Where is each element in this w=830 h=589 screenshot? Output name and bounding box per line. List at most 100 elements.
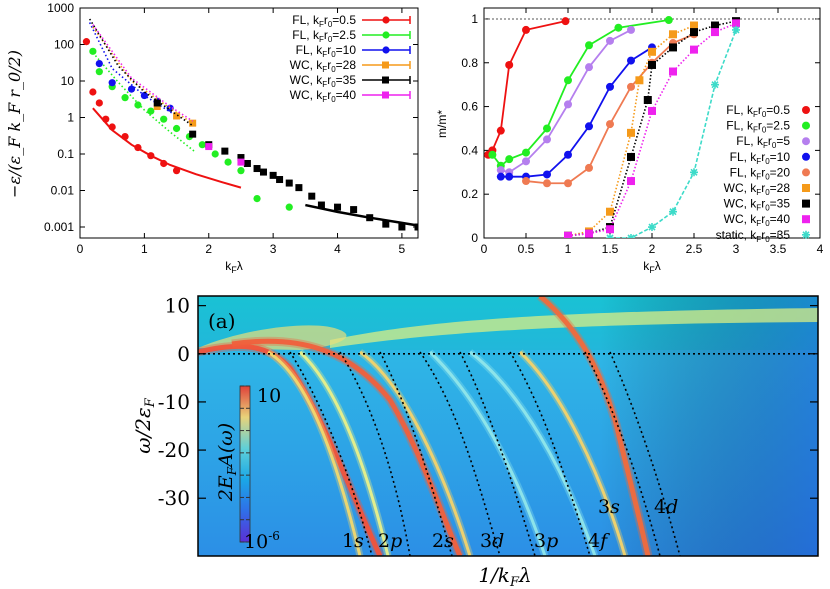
y-tick-label: 1 <box>67 111 74 125</box>
data-point <box>95 68 103 76</box>
x-tick-label: 1 <box>141 242 148 256</box>
data-point <box>627 177 635 186</box>
data-point <box>564 231 572 238</box>
data-point <box>147 152 155 160</box>
x-tick-label: 2 <box>205 242 212 256</box>
data-point <box>285 203 293 211</box>
data-point <box>253 195 261 203</box>
orbital-label: 2s <box>432 530 454 552</box>
data-point <box>505 60 514 69</box>
legend-label: WC, kFr0=40 <box>290 88 357 104</box>
data-point <box>172 167 181 175</box>
x-tick-label: 5 <box>399 242 406 256</box>
data-point <box>585 122 593 131</box>
data-point <box>317 201 325 209</box>
data-point <box>398 223 406 231</box>
heatmap-frame <box>197 295 819 557</box>
panel-b-legend: FL, kFr0=0.5FL, kFr0=2.5FL, kFr0=5FL, kF… <box>716 103 810 244</box>
data-point <box>627 56 635 65</box>
data-point <box>564 100 572 109</box>
data-point <box>259 168 267 176</box>
data-point <box>496 126 505 135</box>
dotted-curve <box>584 351 661 556</box>
data-point <box>95 99 103 107</box>
legend-label: FL, kFr0=20 <box>730 165 791 181</box>
panel-a-plot-area <box>82 18 418 231</box>
data-point <box>669 30 677 39</box>
x-tick-label: 2 <box>649 242 656 256</box>
data-point <box>382 220 390 228</box>
panel-a-ticks: 0 1 2 3 4 5 0.001 0.01 0.1 1 10 100 1000 <box>44 1 418 256</box>
data-point <box>564 179 572 188</box>
data-point <box>711 80 719 89</box>
data-point <box>134 143 142 152</box>
y-tick-label: 100 <box>54 38 74 52</box>
data-point <box>414 223 418 231</box>
legend-marker <box>802 152 810 161</box>
y-tick-label: 0.8 <box>461 56 478 70</box>
y-tick-label: 0.001 <box>44 220 74 234</box>
data-point <box>121 132 129 141</box>
orbital-label: 3p <box>534 530 558 552</box>
data-point <box>606 36 614 45</box>
colorbar-title: 2EFA(ω) <box>215 423 239 502</box>
data-point <box>643 96 652 104</box>
series-curve <box>88 18 194 127</box>
y-tick-label: 0.1 <box>57 147 74 161</box>
orbital-label: 3d <box>480 530 504 552</box>
x-tick-label: 1 <box>565 242 572 256</box>
data-point <box>237 167 245 175</box>
legend-label: FL, kFr0=10 <box>730 150 791 166</box>
data-point <box>102 115 110 123</box>
data-point <box>627 128 635 137</box>
orbital-labels: 1s 2p 2s 3d 3p 4f 3s 4d <box>342 496 678 552</box>
legend-label: FL, kFr0=2.5 <box>726 119 790 135</box>
data-point <box>295 184 303 192</box>
heatmap-area <box>198 296 818 556</box>
data-point <box>585 163 593 172</box>
legend-label: FL, kFr0=10 <box>296 43 357 59</box>
data-point <box>522 25 530 34</box>
legend-marker <box>382 91 389 99</box>
legend-label: WC, kFr0=40 <box>724 212 791 228</box>
heatmap-shade <box>600 296 818 556</box>
data-point <box>308 192 316 200</box>
heatmap-xlabel: 1/kFλ <box>478 563 531 589</box>
data-point <box>134 101 142 109</box>
data-point <box>366 214 374 222</box>
panel-c: 10 0 -10 -20 -30 (a) 10 10-6 2EFA(ω) 1s 2p 2s 3… <box>131 294 819 589</box>
data-point <box>522 177 530 186</box>
data-point <box>189 119 197 127</box>
data-point <box>543 135 551 144</box>
data-point <box>89 47 97 55</box>
data-point <box>95 59 103 68</box>
data-point <box>108 123 116 131</box>
panel-b-xlabel: kFλ <box>643 259 661 275</box>
resonance-band <box>359 350 472 556</box>
dotted-curve <box>419 351 501 556</box>
legend-label: FL, kFr0=0.5 <box>726 103 790 119</box>
data-point <box>648 106 656 115</box>
legend-label: WC, kFr0=35 <box>724 197 791 213</box>
series-line <box>525 33 695 185</box>
data-point <box>606 207 614 216</box>
data-point <box>496 166 505 175</box>
panel-a-ylabel: −ε/(ε_F k_F r_0/2) <box>5 50 24 198</box>
x-tick-label: 0.5 <box>518 242 535 256</box>
data-point <box>561 17 570 26</box>
data-point <box>505 172 514 181</box>
y-tick-label: -10 <box>158 390 190 414</box>
y-tick-label: 1 <box>471 12 478 26</box>
y-tick-label: -30 <box>158 486 190 510</box>
orbital-label: 1s <box>342 530 364 552</box>
panel-b: 0 0.5 1 1.5 2 2.5 3 3.5 4 0 0.2 0.4 0.6 0.8 1 m/m* kFλ… <box>435 7 824 275</box>
legend-marker <box>802 230 810 239</box>
x-tick-label: 4 <box>334 242 341 256</box>
series-line <box>487 20 566 156</box>
data-point <box>543 124 551 133</box>
orbital-label: 4f <box>588 530 610 552</box>
data-point <box>205 143 213 151</box>
data-point <box>585 63 593 72</box>
x-tick-label: 3 <box>733 242 740 256</box>
